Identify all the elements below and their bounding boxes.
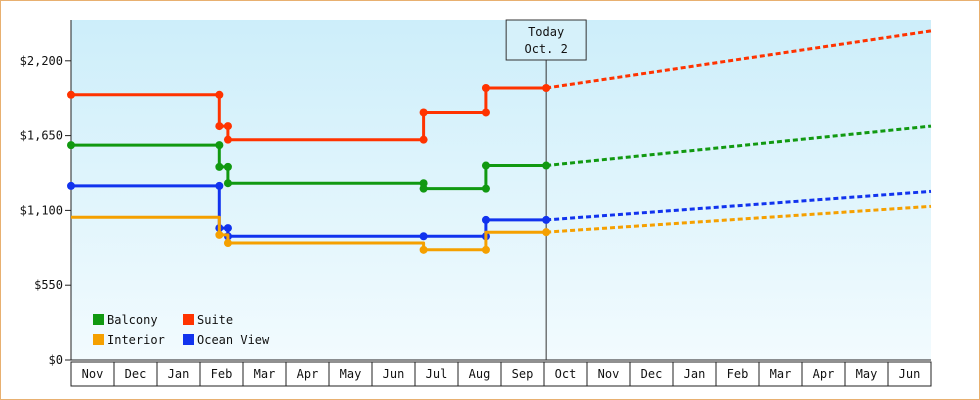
series-line-suite: [71, 86, 547, 142]
data-point-suite: [481, 108, 490, 117]
legend-item-ocean-view: Ocean View: [183, 333, 270, 347]
data-point-ocean-view: [542, 215, 551, 224]
x-tick-label: Nov: [82, 367, 104, 381]
x-tick-label: Sep: [512, 367, 534, 381]
series-lines: [67, 29, 932, 254]
today-marker: Today Oct. 2: [505, 19, 587, 360]
data-point-interior: [481, 245, 490, 254]
x-tick-label: Oct: [555, 367, 577, 381]
data-point-balcony: [481, 161, 490, 170]
x-tick-label: Feb: [727, 367, 749, 381]
x-tick-label: Apr: [813, 367, 835, 381]
data-point-suite: [481, 84, 490, 92]
data-point-ocean-view: [67, 181, 75, 190]
forecast-line-ocean-view: [546, 189, 932, 222]
series-line-interior: [71, 215, 547, 252]
data-point-interior: [215, 230, 224, 239]
legend-item-suite: Suite: [183, 313, 233, 327]
data-point-balcony: [419, 184, 428, 193]
y-tick-label: $1,100: [20, 203, 63, 217]
data-point-suite: [67, 90, 75, 99]
data-point-interior: [542, 228, 551, 237]
legend-swatch: [183, 334, 194, 345]
x-tick-label: Apr: [297, 367, 319, 381]
forecast-line-suite: [545, 29, 932, 90]
data-point-ocean-view: [419, 232, 428, 241]
legend-label: Balcony: [107, 313, 158, 327]
forecast-line-balcony: [545, 124, 932, 168]
data-point-balcony: [215, 141, 224, 150]
data-point-balcony: [215, 162, 224, 171]
legend-label: Ocean View: [197, 333, 270, 347]
x-tick-label: Aug: [469, 367, 491, 381]
plot-background: [71, 20, 931, 360]
today-label: Today: [528, 25, 564, 39]
data-point-suite: [223, 135, 232, 144]
forecast-line-interior: [546, 204, 932, 234]
data-point-suite: [419, 108, 428, 117]
data-point-suite: [215, 122, 224, 131]
x-tick-label: Mar: [770, 367, 792, 381]
legend-swatch: [93, 334, 104, 345]
data-point-suite: [215, 90, 224, 99]
series-line-balcony: [71, 143, 547, 191]
data-point-ocean-view: [481, 215, 490, 224]
legend: Balcony Suite Interior Ocean View: [93, 313, 270, 347]
today-date: Oct. 2: [524, 42, 567, 56]
x-tick-label: May: [340, 367, 362, 381]
data-point-balcony: [67, 141, 75, 150]
x-tick-label: Dec: [641, 367, 663, 381]
legend-label: Suite: [197, 313, 233, 327]
x-tick-label: Jan: [168, 367, 190, 381]
x-tick-label: Nov: [598, 367, 620, 381]
today-box: [505, 19, 587, 61]
data-point-suite: [223, 122, 232, 131]
series-suite: [67, 29, 932, 144]
x-tick-label: May: [856, 367, 878, 381]
data-point-suite: [419, 135, 428, 144]
y-tick-label: $550: [34, 278, 63, 292]
data-point-interior: [419, 245, 428, 254]
data-point-interior: [223, 239, 232, 248]
legend-swatch: [93, 314, 104, 325]
legend-label: Interior: [107, 333, 165, 347]
data-point-ocean-view: [223, 224, 232, 233]
x-tick-label: Jul: [426, 367, 448, 381]
x-tick-label: Jun: [383, 367, 405, 381]
data-point-balcony: [481, 184, 490, 193]
data-point-ocean-view: [215, 181, 224, 190]
legend-item-interior: Interior: [93, 333, 165, 347]
y-axis: $0 $550 $1,100 $1,650 $2,200: [20, 20, 72, 367]
x-axis: Nov Dec Jan Feb Mar Apr May Jun Jul Aug Sep Oct Nov D…: [70, 359, 932, 387]
data-point-balcony: [223, 162, 232, 171]
data-point-suite: [542, 84, 551, 92]
x-tick-label: Jun: [899, 367, 921, 381]
legend-swatch: [183, 314, 194, 325]
y-tick-label: $2,200: [20, 54, 63, 68]
data-point-balcony: [542, 161, 551, 170]
x-tick-label: Mar: [254, 367, 276, 381]
x-tick-label: Dec: [125, 367, 147, 381]
data-point-balcony: [223, 179, 232, 188]
x-tick-label: Feb: [211, 367, 233, 381]
y-tick-label: $0: [49, 353, 63, 367]
series-interior: [71, 204, 932, 254]
x-tick-label: Jan: [684, 367, 706, 381]
y-tick-label: $1,650: [20, 129, 63, 143]
series-balcony: [67, 124, 932, 193]
legend-item-balcony: Balcony: [93, 313, 158, 327]
